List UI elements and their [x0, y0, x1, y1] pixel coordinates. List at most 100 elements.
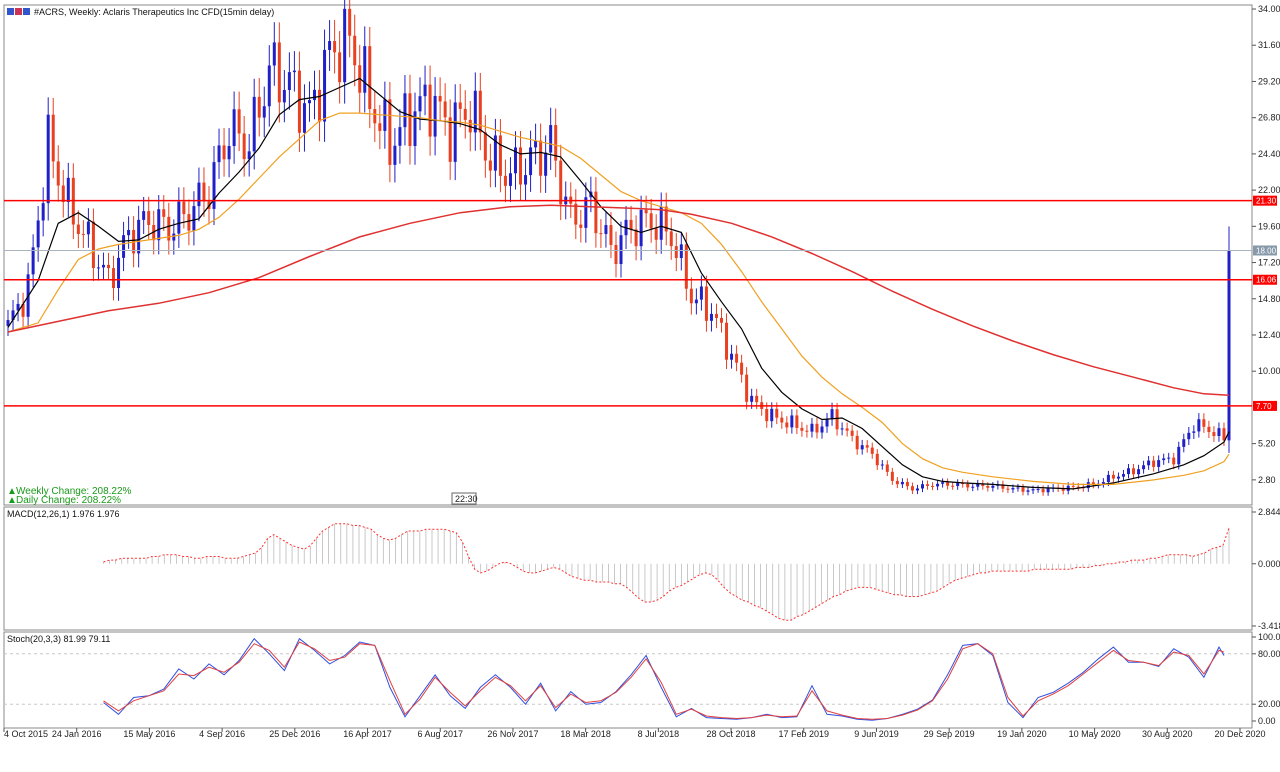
candle-body: [493, 135, 497, 171]
candle-body: [1227, 250, 1231, 316]
candle-body: [36, 220, 40, 248]
candle-body: [513, 147, 517, 174]
candle-body: [398, 127, 402, 146]
level-tag-label: 16.06: [1256, 276, 1277, 285]
candle-body: [554, 125, 558, 161]
candle-body: [654, 228, 658, 240]
candle-body: [1157, 460, 1161, 467]
candle-body: [865, 445, 869, 448]
time-axis-label: 9 Jun 2019: [854, 729, 899, 739]
candle-body: [1116, 476, 1120, 479]
candle-body: [519, 147, 523, 185]
price-axis-label: 34.00: [1258, 4, 1280, 14]
price-pane[interactable]: [3, 4, 1253, 506]
candle-body: [508, 173, 512, 186]
candle-body: [247, 151, 251, 160]
candle-body: [1207, 426, 1211, 433]
macd-axis-label: -3.418: [1258, 621, 1280, 631]
candle-body: [1162, 458, 1166, 461]
candle-body: [639, 209, 643, 247]
time-axis-label: 25 Dec 2016: [269, 729, 320, 739]
candle-body: [745, 374, 749, 402]
candle-body: [709, 313, 713, 321]
candle-body: [81, 233, 85, 235]
candle-body: [850, 430, 854, 436]
candle-body: [1172, 457, 1176, 465]
candle-body: [453, 102, 457, 162]
candle-body: [1217, 428, 1221, 437]
candle-body: [725, 322, 729, 360]
candle-body: [473, 90, 477, 133]
macd-signal-line: [103, 523, 1230, 621]
candle-body: [679, 244, 683, 258]
candle-body: [986, 485, 990, 488]
candle-body: [609, 225, 613, 245]
level-tag-label: 7.70: [1256, 402, 1272, 411]
candle-body: [840, 428, 844, 430]
candle-body: [835, 409, 839, 430]
candle-body: [1046, 488, 1050, 493]
candle-body: [66, 177, 70, 203]
candle-body: [297, 70, 301, 133]
macd-pane[interactable]: [3, 506, 1253, 631]
candle-body: [433, 95, 437, 137]
level-tag-label: 21.30: [1256, 197, 1277, 206]
candle-body: [252, 96, 256, 152]
axis-layer: 21.30 16.06 7.70 18.00 34.00 31.60 29.20 26.80 2…: [3, 4, 1280, 739]
candle-body: [1021, 487, 1025, 492]
price-layer: [4, 0, 1252, 496]
candle-body: [1026, 490, 1030, 492]
candle-body: [544, 152, 548, 176]
candle-body: [267, 65, 271, 107]
candle-body: [669, 231, 673, 247]
candle-body: [21, 303, 25, 317]
time-label-box: [451, 492, 477, 505]
time-axis-label: 28 Oct 2018: [707, 729, 756, 739]
time-axis-label: 8 Jul 2018: [638, 729, 680, 739]
time-axis-label: 17 Feb 2019: [778, 729, 829, 739]
candle-body: [981, 483, 985, 486]
candle-body: [51, 114, 55, 162]
candle-body: [363, 46, 367, 93]
time-axis-label: 29 Sep 2019: [924, 729, 975, 739]
candle-body: [1111, 474, 1115, 479]
time-axis-label: 4 Oct 2015: [4, 729, 48, 739]
candle-body: [905, 481, 909, 487]
candle-body: [31, 247, 35, 275]
candle-body: [1091, 482, 1095, 485]
candle-body: [1106, 474, 1110, 483]
macd-header: MACD(12,26,1) 1.976 1.976: [7, 509, 120, 519]
price-axis-label: 10.00: [1258, 366, 1280, 376]
stoch-axis-label: 80.00: [1258, 649, 1280, 659]
weekly-change: Weekly Change: 208.22%: [16, 486, 132, 497]
daily-change-arrow: ▲: [7, 495, 17, 506]
candle-body: [388, 99, 392, 165]
candle-body: [76, 224, 80, 234]
candle-body: [182, 201, 186, 215]
candle-body: [292, 70, 296, 73]
macd-axis-label: 2.844: [1258, 507, 1280, 517]
candle-body: [117, 257, 121, 289]
price-axis-label: 12.40: [1258, 330, 1280, 340]
candle-body: [1061, 488, 1065, 491]
moving-average-line: [7, 112, 1230, 485]
candle-body: [1177, 446, 1181, 465]
price-axis-label: 31.60: [1258, 40, 1280, 50]
candle-body: [805, 430, 809, 432]
candle-body: [870, 447, 874, 454]
candle-body: [167, 216, 171, 241]
candle-body: [704, 286, 708, 321]
candle-body: [946, 482, 950, 486]
candle-body: [483, 132, 487, 161]
candle-body: [1101, 482, 1105, 484]
candle-body: [770, 408, 774, 422]
weekly-change-arrow: ▲: [7, 486, 17, 497]
candle-body: [197, 182, 201, 207]
stoch-axis-label: 0.00: [1258, 716, 1276, 726]
candle-body: [825, 419, 829, 427]
candle-body: [594, 191, 598, 234]
candle-body: [257, 96, 261, 118]
candle-body: [202, 182, 206, 202]
candle-body: [6, 320, 10, 326]
candle-body: [830, 409, 834, 420]
